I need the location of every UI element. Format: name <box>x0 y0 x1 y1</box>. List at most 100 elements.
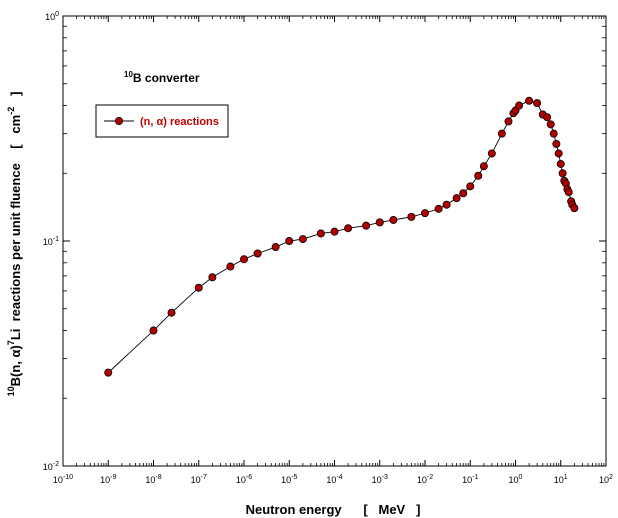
data-point <box>149 326 158 335</box>
y-axis-title-sup: 7 <box>6 340 16 345</box>
y-axis-title-part: B(n, α) <box>8 345 23 386</box>
data-point <box>487 149 496 158</box>
x-tick-label: 102 <box>599 474 613 485</box>
y-tick-label: 10-1 <box>43 236 59 247</box>
data-point <box>549 129 558 138</box>
data-point <box>564 188 573 197</box>
x-tick-label: 10-10 <box>53 474 73 485</box>
x-tick-exp: -4 <box>336 474 342 481</box>
legend: (n, α) reactions <box>95 104 229 138</box>
x-tick-base: 10 <box>372 475 382 485</box>
y-tick-base: 10 <box>43 462 53 472</box>
data-point <box>389 215 398 224</box>
x-axis-title: Neutron energy [ MeV ] <box>246 502 421 517</box>
x-tick-exp: -10 <box>63 474 73 481</box>
x-tick-exp: 2 <box>609 474 613 481</box>
data-point <box>407 212 416 221</box>
data-point <box>442 200 451 209</box>
data-point <box>316 229 325 238</box>
x-tick-label: 10-2 <box>417 474 433 485</box>
x-tick-label: 10-1 <box>462 474 478 485</box>
y-axis-title-part: ] <box>8 92 23 107</box>
y-tick-label: 100 <box>45 11 59 22</box>
data-point <box>330 227 339 236</box>
x-tick-base: 10 <box>236 475 246 485</box>
x-tick-label: 10-5 <box>281 474 297 485</box>
x-tick-exp: -2 <box>427 474 433 481</box>
data-point <box>253 249 262 258</box>
x-tick-exp: -5 <box>291 474 297 481</box>
data-point <box>546 120 555 129</box>
x-tick-label: 101 <box>554 474 568 485</box>
x-tick-exp: -6 <box>246 474 252 481</box>
data-point <box>208 273 217 282</box>
y-tick-base: 10 <box>43 237 53 247</box>
data-point <box>452 194 461 203</box>
x-tick-base: 10 <box>462 475 472 485</box>
data-point <box>554 149 563 158</box>
x-tick-exp: -9 <box>110 474 116 481</box>
x-tick-exp: -7 <box>201 474 207 481</box>
data-point <box>552 139 561 148</box>
x-tick-base: 10 <box>599 475 609 485</box>
x-axis-ticks: 10-10 10-9 10-8 10-7 10-6 10-5 10-4 10-3 10-2 10-… <box>53 16 613 485</box>
data-point <box>543 113 552 122</box>
data-point <box>525 96 534 105</box>
data-point <box>570 204 579 213</box>
data-point <box>479 162 488 171</box>
data-point <box>474 171 483 180</box>
annotation-converter: 10B converter <box>124 70 200 85</box>
data-point <box>497 129 506 138</box>
x-tick-label: 10-9 <box>100 474 116 485</box>
data-point <box>271 243 280 252</box>
series-line <box>107 100 575 373</box>
data-point <box>362 221 371 230</box>
annotation-text: B converter <box>133 71 200 85</box>
x-tick-base: 10 <box>100 475 110 485</box>
x-tick-base: 10 <box>191 475 201 485</box>
x-tick-base: 10 <box>509 475 519 485</box>
x-tick-label: 10-4 <box>326 474 342 485</box>
y-axis-title-sup: -2 <box>6 107 16 115</box>
y-tick-label: 10-2 <box>43 461 59 472</box>
x-tick-base: 10 <box>53 475 63 485</box>
data-point <box>420 209 429 218</box>
x-tick-label: 10-7 <box>191 474 207 485</box>
x-tick-base: 10 <box>326 475 336 485</box>
data-point <box>504 117 513 126</box>
data-point <box>104 368 113 377</box>
data-point <box>226 262 235 271</box>
x-tick-exp: -1 <box>472 474 478 481</box>
data-point <box>375 218 384 227</box>
x-tick-base: 10 <box>554 475 564 485</box>
y-axis-title-part: Li reactions per unit fluence [ cm <box>8 115 23 340</box>
series-layer <box>104 96 579 377</box>
y-axis-title-sup: 10 <box>6 386 16 396</box>
x-tick-exp: 0 <box>519 474 523 481</box>
x-tick-base: 10 <box>145 475 155 485</box>
data-point <box>167 308 176 317</box>
data-point <box>434 204 443 213</box>
y-tick-exp: -1 <box>53 236 59 243</box>
data-point <box>285 236 294 245</box>
x-tick-base: 10 <box>417 475 427 485</box>
legend-marker <box>115 117 124 126</box>
x-tick-exp: -3 <box>382 474 388 481</box>
y-tick-base: 10 <box>45 12 55 22</box>
data-point <box>556 159 565 168</box>
legend-label: (n, α) reactions <box>140 116 219 128</box>
x-tick-base: 10 <box>281 475 291 485</box>
data-point <box>466 182 475 191</box>
x-tick-label: 10-6 <box>236 474 252 485</box>
annotation-sup: 10 <box>124 70 133 79</box>
data-point <box>533 99 542 108</box>
data-point <box>194 283 203 292</box>
data-point <box>459 189 468 198</box>
data-point <box>298 235 307 244</box>
y-tick-exp: -2 <box>53 461 59 468</box>
x-tick-label: 100 <box>509 474 523 485</box>
data-point <box>558 169 567 178</box>
x-tick-exp: 1 <box>564 474 568 481</box>
